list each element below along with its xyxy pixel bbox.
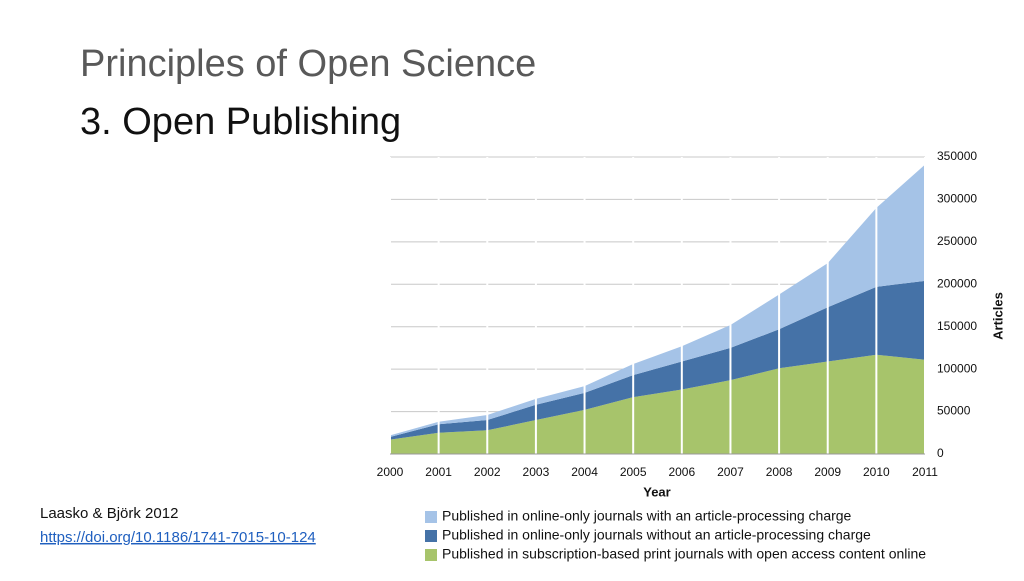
x-tick-label: 2002 xyxy=(474,465,501,479)
x-tick-label: 2000 xyxy=(377,465,404,479)
legend-swatch xyxy=(425,549,437,561)
area xyxy=(390,164,925,438)
x-tick-label: 2006 xyxy=(668,465,695,479)
x-tick-label: 2008 xyxy=(766,465,793,479)
slide-subtitle: 3. Open Publishing xyxy=(80,101,401,143)
legend-label: Published in subscription-based print jo… xyxy=(442,546,926,562)
x-tick-label: 2004 xyxy=(571,465,598,479)
x-axis-label: Year xyxy=(643,484,670,499)
area xyxy=(390,354,925,454)
x-tick-label: 2007 xyxy=(717,465,744,479)
x-tick-label: 2010 xyxy=(863,465,890,479)
y-tick-label: 50000 xyxy=(937,404,971,418)
x-tick-label: 2001 xyxy=(425,465,452,479)
legend-swatch xyxy=(425,511,437,523)
area xyxy=(390,280,925,440)
legend-label: Published in online-only journals with a… xyxy=(442,508,852,524)
x-tick-label: 2009 xyxy=(814,465,841,479)
y-tick-label: 300000 xyxy=(937,192,977,206)
y-tick-label: 0 xyxy=(937,446,944,460)
slide-title: Principles of Open Science xyxy=(80,43,536,85)
legend-label: Published in online-only journals withou… xyxy=(442,527,871,543)
x-tick-label: 2003 xyxy=(523,465,550,479)
legend-swatch xyxy=(425,530,437,542)
x-tick-label: 2005 xyxy=(620,465,647,479)
y-tick-label: 350000 xyxy=(937,149,977,163)
x-tick-label: 2011 xyxy=(912,465,938,479)
y-tick-label: 250000 xyxy=(937,234,977,248)
y-tick-label: 100000 xyxy=(937,361,977,375)
citation: Laasko & Björk 2012 xyxy=(40,505,178,522)
doi-link[interactable]: https://doi.org/10.1186/1741-7015-10-124 xyxy=(40,529,316,546)
y-tick-label: 150000 xyxy=(937,319,977,333)
y-axis-label: Articles xyxy=(990,292,1005,340)
y-tick-label: 200000 xyxy=(937,276,977,290)
